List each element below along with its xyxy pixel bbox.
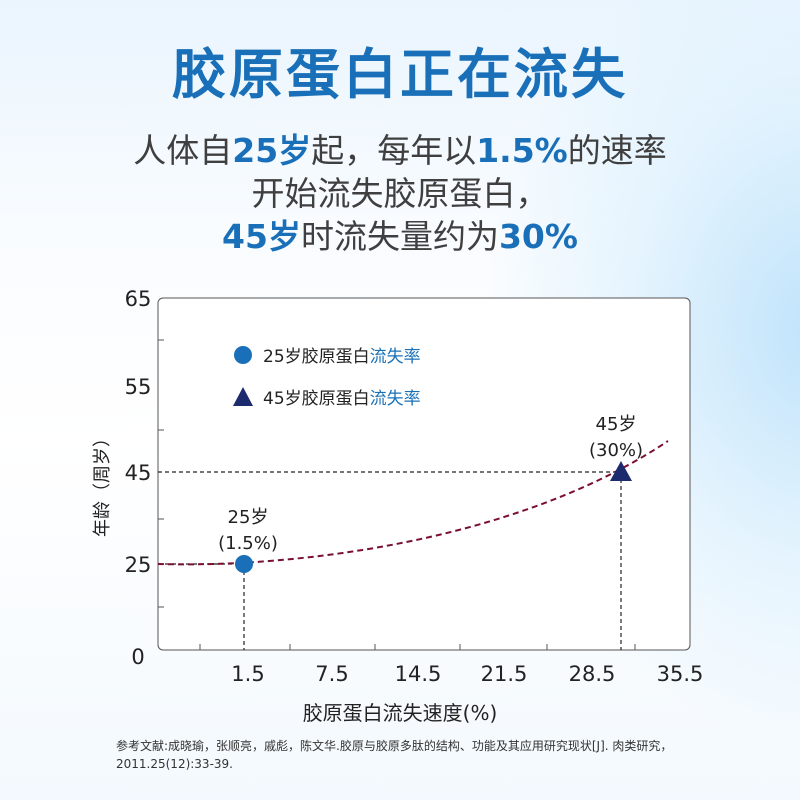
y-tick-label: 45 — [125, 461, 152, 485]
subtitle-line-2: 开始流失胶原蛋白， — [251, 174, 549, 213]
y-tick-labels: 0 25 45 55 65 — [125, 287, 152, 669]
x-tick-labels: 1.5 7.5 14.5 21.5 28.5 35.5 — [231, 662, 703, 686]
data-point-45 — [610, 461, 632, 481]
subtitle-line-3: 45岁时流失量约为30% — [222, 217, 578, 256]
y-tick-label: 65 — [125, 287, 152, 311]
point-label-45-rate: (30%) — [589, 440, 643, 461]
legend-item-1: 25岁胶原蛋白流失率 — [263, 347, 421, 367]
y-tick-label: 25 — [125, 553, 152, 577]
subtitle-line-1: 人体自25岁起，每年以1.5%的速率 — [133, 131, 667, 170]
x-tick-label: 7.5 — [315, 662, 348, 686]
page-title: 胶原蛋白正在流失 — [172, 43, 628, 106]
legend-triangle-icon — [233, 387, 253, 406]
legend-circle-icon — [234, 346, 252, 364]
data-point-25 — [235, 555, 253, 573]
x-tick-label: 14.5 — [395, 662, 442, 686]
reference-note: 参考文献:成晓瑜，张顺亮，戚彪，陈文华.胶原与胶原多肽的结构、功能及其应用研究现… — [116, 739, 673, 771]
axis-minor-ticks — [158, 339, 636, 650]
point-label-25-rate: (1.5%) — [218, 533, 278, 554]
x-tick-label: 28.5 — [569, 662, 616, 686]
plot-frame — [157, 297, 691, 651]
y-tick-label: 0 — [131, 645, 144, 669]
point-label-45-age: 45岁 — [596, 414, 637, 435]
x-tick-label: 35.5 — [657, 662, 704, 686]
legend-item-2: 45岁胶原蛋白流失率 — [263, 389, 421, 409]
y-tick-label: 55 — [125, 375, 152, 399]
x-axis-label: 胶原蛋白流失速度(%) — [303, 701, 498, 725]
x-tick-label: 1.5 — [231, 662, 264, 686]
trend-curve — [157, 440, 669, 566]
point-label-25-age: 25岁 — [228, 507, 269, 528]
legend: 25岁胶原蛋白流失率 45岁胶原蛋白流失率 — [233, 346, 421, 409]
x-tick-label: 21.5 — [481, 662, 528, 686]
y-axis-label: 年龄（周岁） — [92, 429, 113, 537]
